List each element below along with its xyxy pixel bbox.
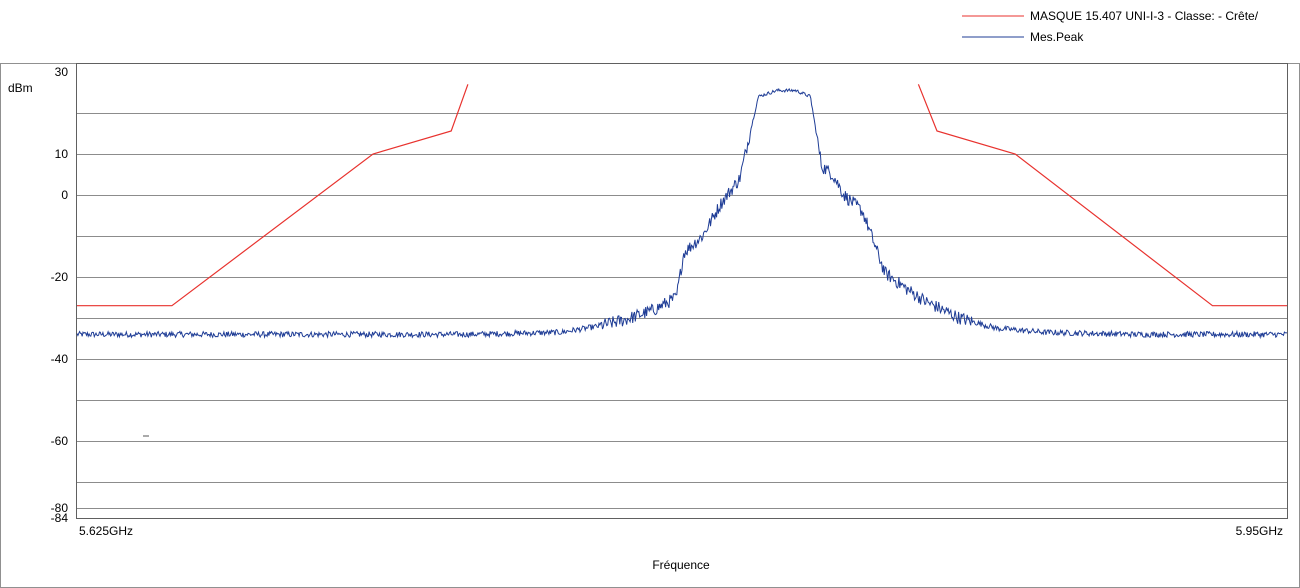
x-axis-label: Fréquence <box>652 558 710 572</box>
x-tick-label: 5.95GHz <box>1236 524 1283 538</box>
y-axis-label: dBm <box>8 81 33 95</box>
series-layer <box>76 84 1288 340</box>
series-line-peak <box>76 87 1288 340</box>
y-tick-label: 30 <box>55 65 69 79</box>
y-tick-label: 10 <box>55 147 69 161</box>
series-line-mask <box>77 84 469 307</box>
series-line-mask <box>917 84 1287 307</box>
y-tick-label: -40 <box>51 352 69 366</box>
plot-area <box>76 63 1288 519</box>
legend-label-mask: MASQUE 15.407 UNI-I-3 - Classe: - Crête/ <box>1030 9 1259 23</box>
grid-lines <box>77 113 1287 509</box>
y-tick-label: -60 <box>51 434 69 448</box>
x-axis-tick-labels: 5.625GHz 5.95GHz <box>79 524 1283 538</box>
legend: MASQUE 15.407 UNI-I-3 - Classe: - Crête/… <box>962 9 1259 44</box>
y-tick-label: -80 <box>51 501 69 515</box>
y-tick-label: -20 <box>51 270 69 284</box>
x-tick-label: 5.625GHz <box>79 524 133 538</box>
y-tick-label: 0 <box>61 188 68 202</box>
y-tick-label: -84 <box>51 511 69 525</box>
legend-label-peak: Mes.Peak <box>1030 30 1084 44</box>
y-axis-tick-labels: 30 10 0 -20 -40 -60 -80-84 <box>51 65 69 525</box>
